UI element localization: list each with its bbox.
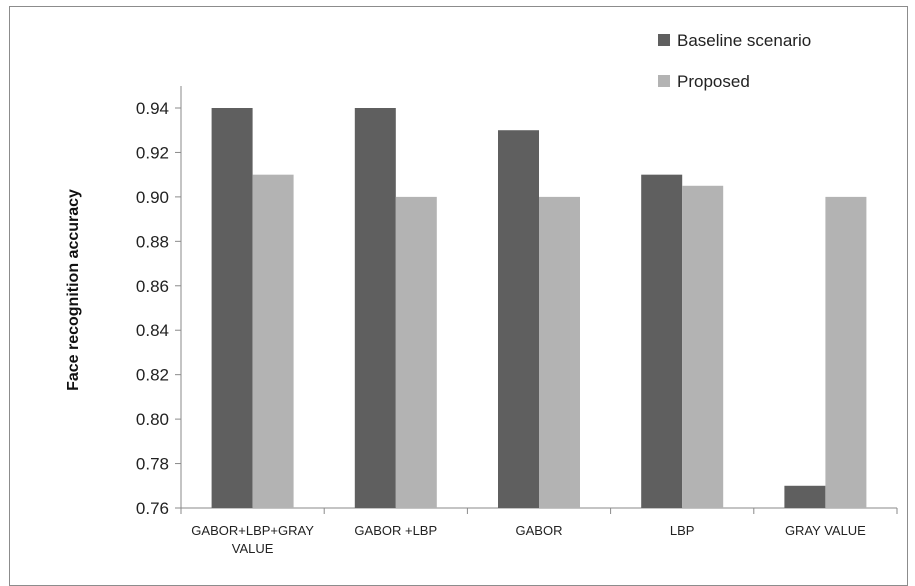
y-axis-label: Face recognition accuracy [65,189,82,391]
bar-baseline [211,108,253,508]
bar-proposed [825,196,867,508]
bar-chart: Face recognition accuracy 0.76 0.78 0.80 0.… [65,31,898,556]
bar-proposed [682,185,724,508]
y-tick-label: 0.76 [136,499,169,518]
y-tick-label: 0.88 [136,232,169,251]
x-category-label: GABOR +LBP [354,523,437,538]
x-category-label: LBP [670,523,695,538]
bar-baseline [641,174,683,508]
y-tick-label: 0.94 [136,99,169,118]
bar-proposed [252,174,294,508]
x-category-label: GRAY VALUE [785,523,866,538]
y-tick-label: 0.78 [136,455,169,474]
bar-proposed [539,196,580,508]
y-tick-label: 0.86 [136,277,169,296]
x-category-label: GABOR [516,523,563,538]
x-category-label: GABOR+LBP+GRAY [191,523,314,538]
bar-baseline [498,130,539,508]
y-tick-label: 0.92 [136,143,169,162]
y-tick-label: 0.82 [136,366,169,385]
y-tick-label: 0.80 [136,410,169,429]
legend-swatch [658,34,670,46]
chart-frame [9,6,908,586]
legend-swatch [658,75,670,87]
bar-proposed [395,196,437,508]
legend-label: Proposed [677,72,750,91]
x-category-label: VALUE [232,541,274,556]
legend-label: Baseline scenario [677,31,811,50]
bar-baseline [784,485,826,508]
bar-baseline [354,108,396,508]
y-tick-label: 0.90 [136,188,169,207]
y-tick-label: 0.84 [136,321,169,340]
